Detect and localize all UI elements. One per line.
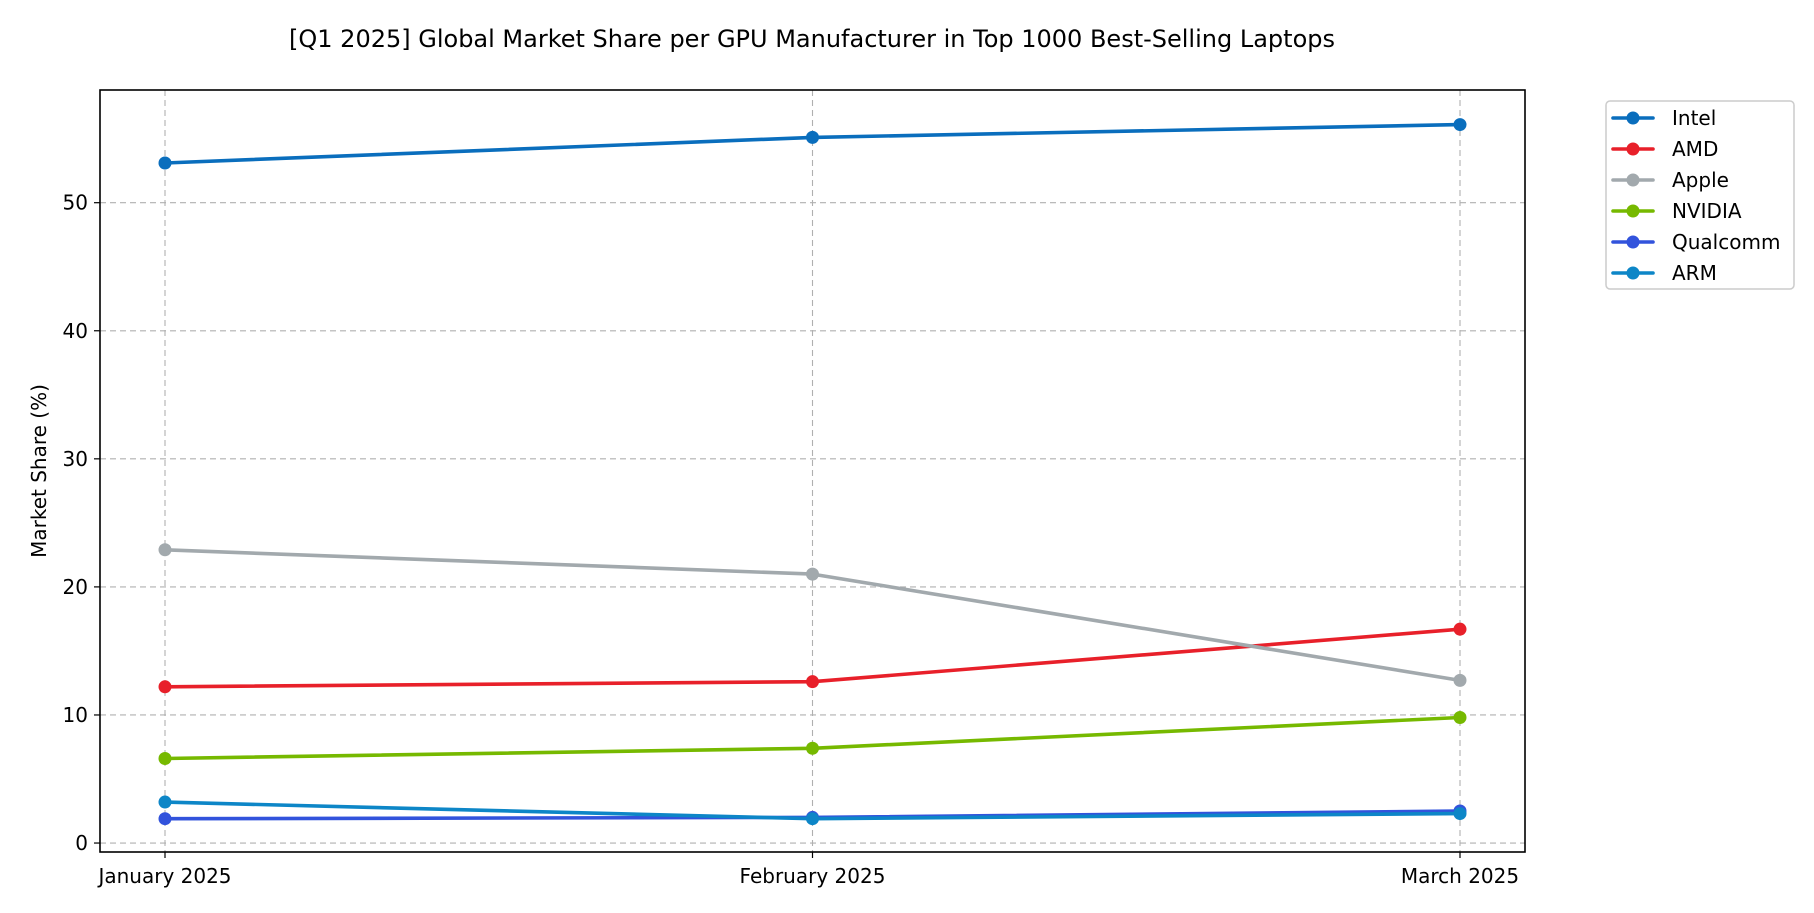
chart-title: [Q1 2025] Global Market Share per GPU Ma… <box>289 25 1335 53</box>
data-point-nvidia <box>1453 711 1467 725</box>
y-tick-label: 30 <box>63 447 88 471</box>
y-axis-label: Market Share (%) <box>27 384 51 558</box>
tick-layer: January 2025 February 2025 March 2025 0 10 20… <box>63 191 1520 888</box>
data-point-amd <box>158 680 172 694</box>
grid-layer <box>100 90 1525 852</box>
legend-marker-intel <box>1626 111 1640 125</box>
data-point-intel <box>806 130 819 144</box>
data-point-arm <box>158 795 172 809</box>
legend-label-qualcomm: Qualcomm <box>1672 230 1780 254</box>
legend-marker-nvidia <box>1626 204 1640 218</box>
legend-label-arm: ARM <box>1672 261 1717 285</box>
data-point-intel <box>1453 118 1467 132</box>
x-tick-label: January 2025 <box>96 864 231 888</box>
data-point-qualcomm <box>158 812 172 826</box>
data-point-intel <box>158 156 172 170</box>
y-tick-label: 50 <box>63 191 88 215</box>
x-tick-label: February 2025 <box>740 864 886 888</box>
data-point-nvidia <box>158 752 172 766</box>
legend-label-apple: Apple <box>1672 168 1729 192</box>
data-point-amd <box>806 675 819 689</box>
legend-label-nvidia: NVIDIA <box>1672 199 1742 223</box>
y-tick-label: 10 <box>63 703 88 727</box>
legend: Intel AMD Apple NVIDIA Qualcomm ARM <box>1605 100 1795 290</box>
y-tick-label: 40 <box>63 319 88 343</box>
data-point-arm <box>1453 807 1467 821</box>
y-tick-label: 20 <box>63 575 88 599</box>
legend-marker-apple <box>1626 173 1640 187</box>
data-point-amd <box>1453 622 1467 636</box>
data-point-apple <box>806 567 819 581</box>
data-point-apple <box>158 543 172 557</box>
legend-label-intel: Intel <box>1672 106 1716 130</box>
data-point-apple <box>1453 673 1467 687</box>
data-point-arm <box>806 812 819 826</box>
legend-marker-amd <box>1626 142 1640 156</box>
legend-marker-arm <box>1626 266 1640 280</box>
series-layer <box>158 118 1467 826</box>
y-tick-label: 0 <box>75 831 88 855</box>
data-point-nvidia <box>806 741 819 755</box>
legend-label-amd: AMD <box>1672 137 1718 161</box>
legend-marker-qualcomm <box>1626 235 1640 249</box>
x-tick-label: March 2025 <box>1401 864 1519 888</box>
